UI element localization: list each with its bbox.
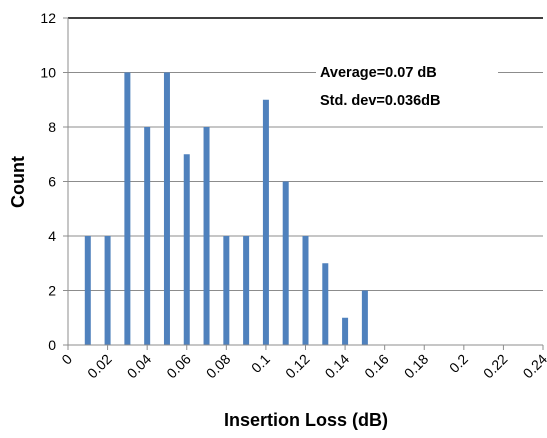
x-tick-label: 0 bbox=[58, 351, 75, 368]
bar bbox=[203, 127, 210, 345]
x-tick-labels: 0 0.02 0.04 0.06 0.08 0.1 0.12 0.14 0.16 0.18 0.2 0… bbox=[58, 351, 547, 382]
y-axis-title: Count bbox=[8, 156, 28, 208]
bar bbox=[302, 236, 309, 345]
y-tick-label: 8 bbox=[48, 119, 56, 135]
bars bbox=[84, 72, 368, 345]
x-tick-label: 0.02 bbox=[84, 351, 115, 382]
y-tick-label: 10 bbox=[40, 65, 56, 81]
bar bbox=[104, 236, 111, 345]
bar bbox=[282, 181, 289, 345]
x-tick-label: 0.18 bbox=[401, 351, 432, 382]
x-tick-label: 0.16 bbox=[361, 351, 392, 382]
annotation-box bbox=[316, 58, 498, 114]
annotation-std-dev: Std. dev=0.036dB bbox=[320, 93, 440, 109]
axes bbox=[63, 17, 544, 350]
bar bbox=[144, 127, 151, 345]
annotation-average: Average=0.07 dB bbox=[320, 65, 437, 81]
y-tick-label: 6 bbox=[48, 174, 56, 190]
x-tick-label: 0.24 bbox=[520, 351, 547, 382]
bar bbox=[183, 154, 190, 345]
x-tick-label: 0.04 bbox=[124, 351, 155, 382]
x-tick-label: 0.22 bbox=[480, 351, 511, 382]
x-tick-label: 0.1 bbox=[248, 351, 273, 376]
x-tick-label: 0.12 bbox=[282, 351, 313, 382]
x-tick-label: 0.14 bbox=[322, 351, 353, 382]
y-tick-label: 12 bbox=[40, 10, 56, 26]
bar bbox=[223, 236, 230, 345]
bar bbox=[361, 290, 368, 345]
bar bbox=[84, 236, 91, 345]
x-tick-label: 0.08 bbox=[203, 351, 234, 382]
bar bbox=[262, 99, 269, 345]
bar bbox=[342, 317, 349, 345]
bar bbox=[243, 236, 250, 345]
y-tick-label: 2 bbox=[48, 283, 56, 299]
x-tick-label: 0.06 bbox=[163, 351, 194, 382]
bar bbox=[322, 263, 329, 345]
y-tick-label: 0 bbox=[48, 337, 56, 353]
x-axis-title: Insertion Loss (dB) bbox=[224, 410, 388, 430]
y-tick-label: 4 bbox=[48, 228, 56, 244]
x-tick-label: 0.2 bbox=[446, 351, 471, 376]
bar bbox=[163, 72, 170, 345]
y-tick-labels: 0 2 4 6 8 10 12 bbox=[40, 10, 56, 353]
bar bbox=[124, 72, 131, 345]
